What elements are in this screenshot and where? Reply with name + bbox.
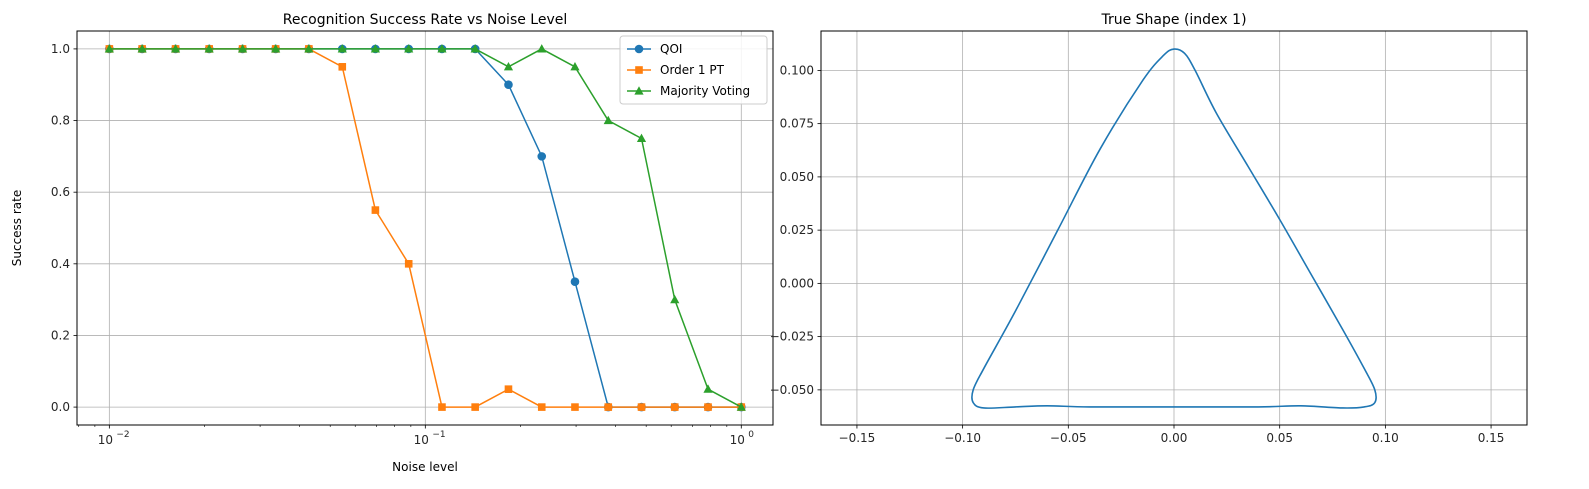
data-point bbox=[404, 260, 413, 268]
right-chart-ticks: −0.15 −0.10 −0.05 0.00 0.05 0.10 0.15 −0.050 −0.… bbox=[770, 63, 1505, 445]
left-chart-series bbox=[104, 44, 746, 412]
data-point bbox=[570, 277, 580, 287]
left-chart-legend: QOI Order 1 PT Majority Voting bbox=[619, 35, 768, 105]
data-point bbox=[604, 403, 613, 411]
legend-swatch-marker bbox=[635, 66, 643, 74]
data-point bbox=[670, 403, 679, 411]
left-chart-ylabel: Success rate bbox=[10, 190, 24, 267]
y-tick-label: 0.000 bbox=[780, 276, 814, 290]
series-line bbox=[109, 48, 742, 408]
data-point bbox=[537, 44, 547, 53]
y-tick-label: 0.8 bbox=[51, 114, 70, 128]
data-point bbox=[471, 403, 479, 411]
right-chart-title: True Shape (index 1) bbox=[1100, 12, 1246, 28]
x-tick-label: 10 bbox=[730, 433, 745, 447]
data-point bbox=[438, 403, 446, 411]
data-point bbox=[703, 384, 713, 393]
right-chart-series bbox=[971, 48, 1377, 409]
data-point bbox=[537, 403, 546, 411]
x-tick-exponent: 0 bbox=[748, 430, 754, 440]
x-tick-label: −0.15 bbox=[839, 431, 876, 445]
data-point bbox=[571, 403, 579, 411]
legend-box bbox=[619, 35, 768, 105]
right-chart-grid bbox=[821, 31, 1527, 425]
legend-label: Order 1 PT bbox=[660, 63, 725, 77]
data-point bbox=[470, 44, 480, 53]
x-tick-label: −0.05 bbox=[1050, 431, 1087, 445]
y-tick-label: 0.2 bbox=[51, 328, 70, 342]
data-point bbox=[637, 403, 646, 411]
x-tick-label: 10 bbox=[98, 433, 113, 447]
y-tick-label: 0.025 bbox=[780, 223, 814, 237]
data-point bbox=[370, 44, 380, 53]
y-tick-label: 0.0 bbox=[51, 400, 70, 414]
y-tick-label: 0.100 bbox=[780, 63, 814, 77]
data-point bbox=[504, 80, 513, 90]
y-tick-label: 0.075 bbox=[780, 117, 814, 131]
data-point bbox=[570, 62, 580, 71]
data-point bbox=[404, 44, 414, 53]
shape-curve bbox=[971, 48, 1377, 409]
data-point bbox=[137, 44, 147, 53]
data-point bbox=[371, 206, 380, 214]
y-tick-label: 0.050 bbox=[780, 170, 814, 184]
data-point bbox=[237, 44, 248, 53]
x-tick-label: 0.05 bbox=[1266, 431, 1293, 445]
y-tick-label: −0.050 bbox=[770, 383, 814, 397]
data-point bbox=[204, 44, 214, 53]
left-chart: Recognition Success Rate vs Noise Level … bbox=[10, 12, 774, 474]
data-point bbox=[670, 294, 680, 304]
data-point bbox=[736, 402, 746, 411]
x-tick-label: −0.10 bbox=[944, 431, 981, 445]
data-point bbox=[503, 62, 514, 71]
legend-swatch-marker bbox=[634, 44, 644, 54]
left-chart-title: Recognition Success Rate vs Noise Level bbox=[283, 12, 568, 28]
data-point bbox=[104, 44, 114, 53]
x-tick-label: 0.15 bbox=[1478, 431, 1505, 445]
data-point bbox=[603, 115, 613, 125]
series-majority-voting bbox=[104, 44, 746, 411]
x-tick-exponent: −2 bbox=[116, 430, 129, 440]
y-tick-label: 0.4 bbox=[51, 257, 70, 271]
x-tick-label: 0.00 bbox=[1161, 431, 1188, 445]
data-point bbox=[437, 44, 447, 53]
legend-label: QOI bbox=[660, 42, 682, 56]
x-tick-exponent: −1 bbox=[432, 430, 445, 440]
data-point bbox=[537, 152, 547, 161]
data-point bbox=[704, 403, 712, 411]
x-tick-label: 10 bbox=[414, 433, 429, 447]
data-point bbox=[636, 133, 647, 143]
y-tick-label: −0.025 bbox=[770, 330, 814, 344]
left-chart-ticks: 10 −2 10 −1 10 00.00.20.40.60.81.0 bbox=[51, 42, 754, 447]
right-chart: True Shape (index 1) −0.15 −0.10 −0.05 0.00… bbox=[770, 12, 1528, 445]
data-point bbox=[504, 385, 513, 393]
data-point bbox=[304, 44, 314, 53]
data-point bbox=[337, 44, 347, 53]
data-point bbox=[338, 63, 347, 71]
legend-swatch-marker bbox=[634, 86, 644, 95]
y-tick-label: 0.6 bbox=[51, 185, 70, 199]
legend-label: Majority Voting bbox=[660, 84, 750, 98]
data-point bbox=[271, 44, 281, 53]
y-tick-label: 1.0 bbox=[51, 42, 70, 56]
data-point bbox=[170, 44, 181, 53]
left-chart-xlabel: Noise level bbox=[392, 460, 458, 474]
x-tick-label: 0.10 bbox=[1372, 431, 1399, 445]
